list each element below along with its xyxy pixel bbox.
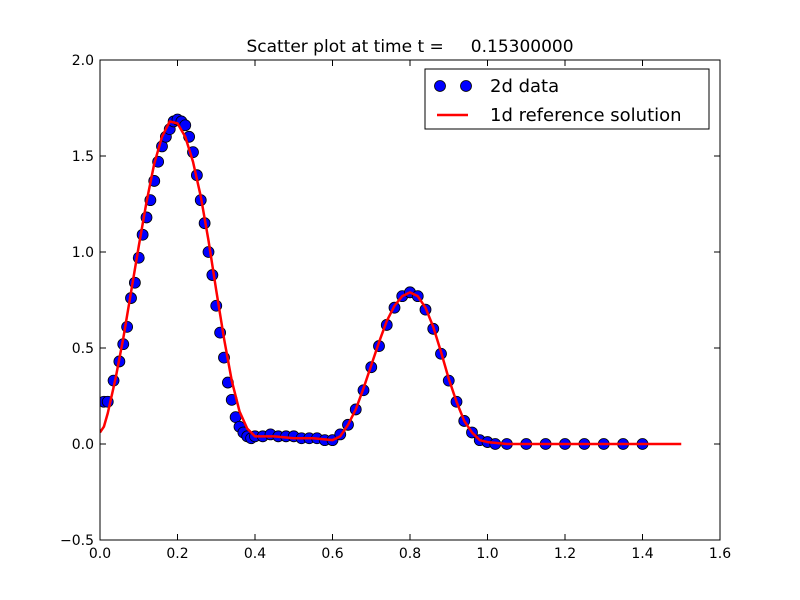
x-tick-label: 0.6 (321, 546, 343, 562)
y-tick-label: 1.0 (72, 245, 94, 261)
x-tick-label: 1.0 (476, 546, 498, 562)
y-tick-label: −0.5 (60, 533, 94, 549)
x-tick-label: 1.6 (709, 546, 731, 562)
y-tick-label: 1.5 (72, 149, 94, 165)
legend-box (424, 68, 710, 130)
legend-marker-2d-data (434, 80, 446, 92)
legend-label-2d-data: 2d data (490, 76, 559, 97)
legend: 2d data 1d reference solution (424, 68, 710, 130)
x-tick-label: 0.2 (166, 546, 188, 562)
x-tick-label: 1.4 (631, 546, 653, 562)
axes: 0.0 0.2 0.4 0.6 0.8 1.0 1.2 1.4 1.6−0.50.00.51.0… (60, 53, 731, 562)
x-tick-label: 0.4 (244, 546, 266, 562)
x-tick-label: 1.2 (554, 546, 576, 562)
y-tick-label: 0.0 (72, 437, 94, 453)
legend-label-1d-reference: 1d reference solution (490, 105, 682, 126)
x-tick-label: 0.0 (89, 546, 111, 562)
x-tick-label: 0.8 (399, 546, 421, 562)
series-layer (100, 113, 682, 450)
y-tick-label: 0.5 (72, 341, 94, 357)
legend-marker-2d-data (460, 80, 472, 92)
series-1d-reference-line (100, 120, 682, 446)
chart-title: Scatter plot at time t = 0.15300000 (246, 37, 573, 57)
y-tick-label: 2.0 (72, 53, 94, 69)
